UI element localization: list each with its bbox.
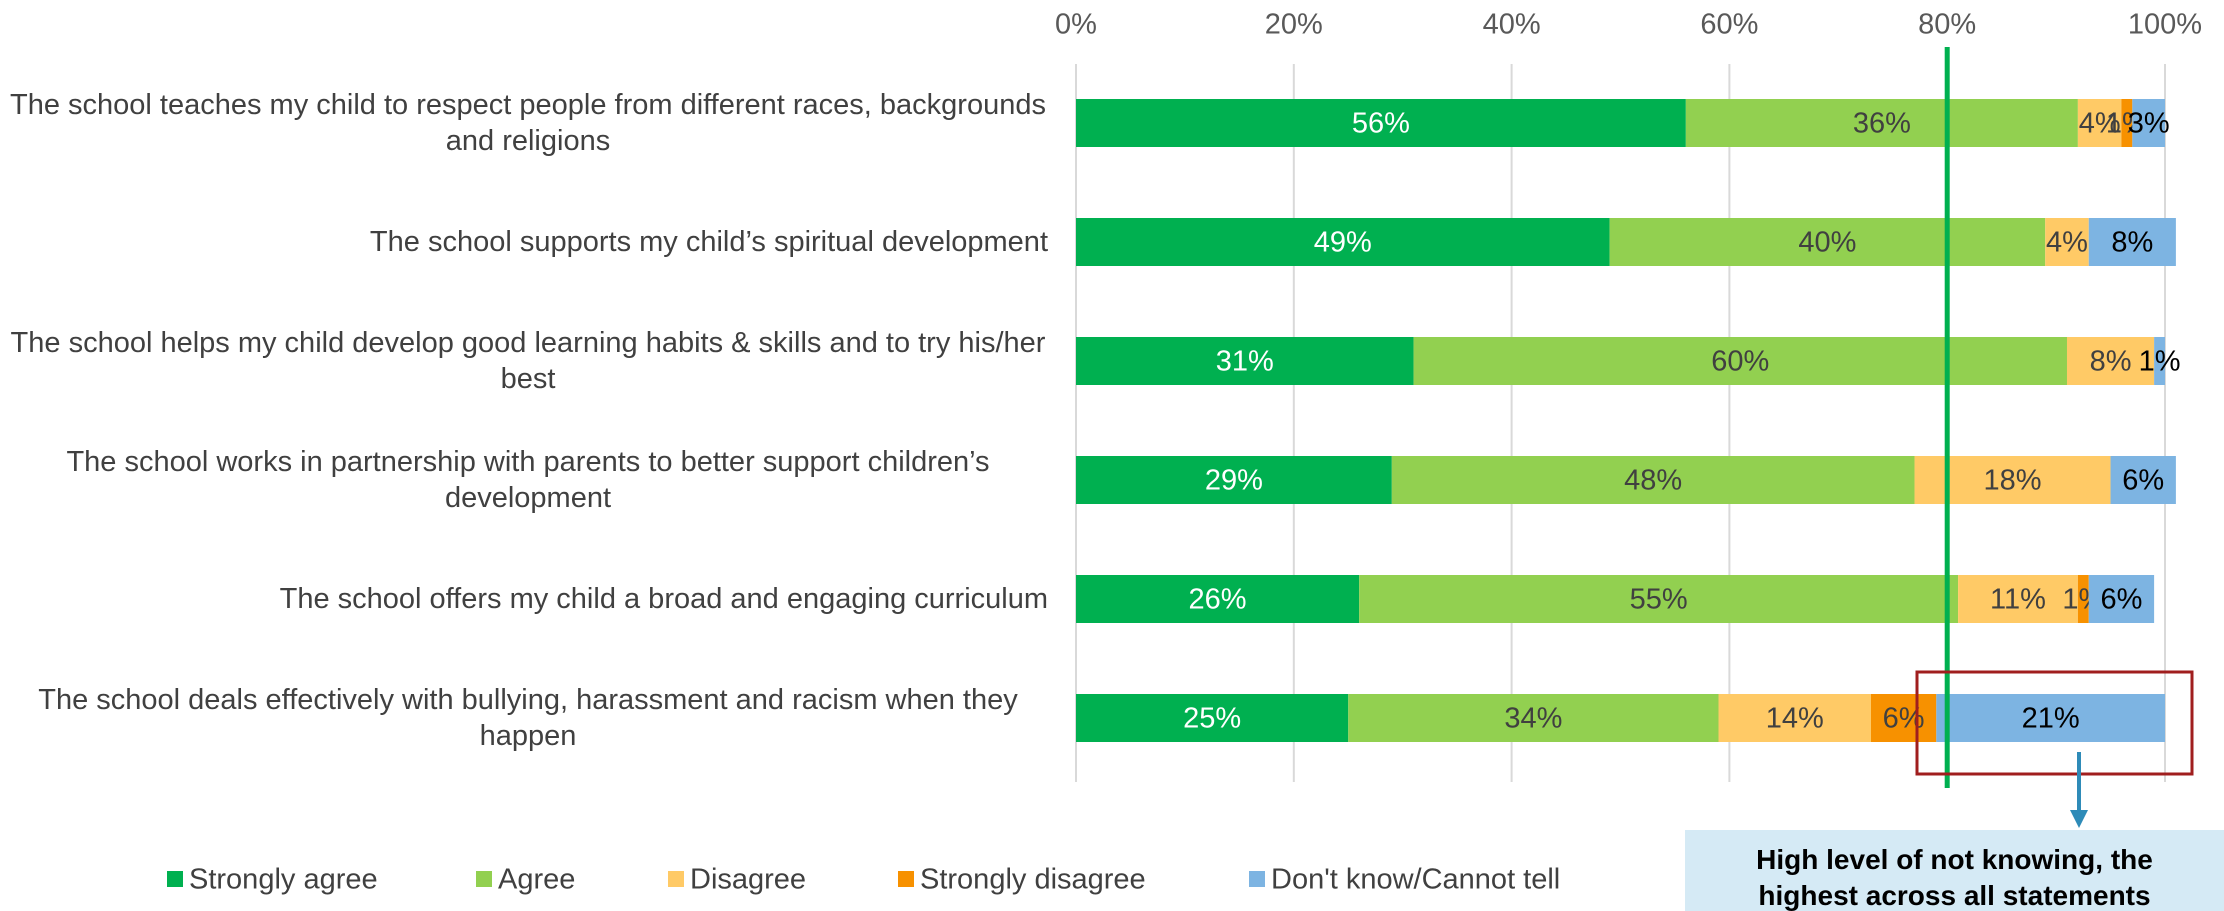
bar-segment	[1076, 337, 1414, 385]
value-label: 36%	[1853, 108, 1911, 140]
bar-segment	[1076, 218, 1610, 266]
value-label: 3%	[2128, 108, 2170, 140]
legend-swatch	[668, 871, 684, 887]
value-label: 34%	[1504, 703, 1562, 735]
value-label: 4%	[2079, 108, 2121, 140]
bar-segment	[2132, 99, 2165, 147]
x-tick-label: 100%	[2128, 9, 2202, 41]
bar-segment	[1609, 218, 2046, 266]
legend-swatch	[476, 871, 492, 887]
bar-segment	[2077, 99, 2122, 147]
bar-segment	[2154, 337, 2165, 385]
highlight-box	[1915, 670, 2194, 776]
annotation: High level of not knowing, the highest a…	[1685, 830, 2224, 911]
bar-segment	[2088, 575, 2155, 623]
value-label: 6%	[2122, 465, 2164, 497]
bar-segment	[1413, 337, 2067, 385]
legend-label: Strongly agree	[189, 864, 378, 896]
bar-segment	[1391, 456, 1915, 504]
value-label: 49%	[1314, 227, 1372, 259]
x-tick-label: 60%	[1700, 9, 1758, 41]
value-label: 25%	[1183, 703, 1241, 735]
value-label: 40%	[1798, 227, 1856, 259]
bar-segment	[1936, 694, 2165, 742]
category-label: The school teaches my child to respect p…	[8, 83, 1048, 163]
bar-segment	[1870, 694, 1937, 742]
x-tick-label: 0%	[1055, 9, 1097, 41]
bar-segment	[1076, 575, 1360, 623]
arrow-head	[2070, 810, 2088, 828]
value-label: 29%	[1205, 465, 1263, 497]
value-label: 60%	[1711, 346, 1769, 378]
bar-segment	[1359, 575, 1959, 623]
category-label: The school offers my child a broad and e…	[8, 559, 1048, 639]
bar-segment	[2066, 337, 2155, 385]
value-label: 1%	[2139, 346, 2181, 378]
bar-segment	[2110, 456, 2176, 504]
bar-segment	[2121, 99, 2133, 147]
value-label: 14%	[1766, 703, 1824, 735]
value-label: 6%	[2100, 584, 2142, 616]
category-label: The school deals effectively with bullyi…	[8, 678, 1048, 758]
x-tick-label: 80%	[1918, 9, 1976, 41]
legend-label: Disagree	[690, 864, 806, 896]
bar-segment	[2088, 218, 2176, 266]
value-label: 56%	[1352, 108, 1410, 140]
legend-swatch	[167, 871, 183, 887]
value-label: 31%	[1216, 346, 1274, 378]
value-label: 11%	[1990, 584, 2046, 616]
value-label: 55%	[1630, 584, 1688, 616]
bar-segment	[1076, 99, 1686, 147]
value-label: 18%	[1984, 465, 2042, 497]
category-label: The school works in partnership with par…	[8, 440, 1048, 520]
value-label: 21%	[2022, 703, 2080, 735]
category-text: The school teaches my child to respect p…	[10, 89, 1046, 157]
bar-segment	[1348, 694, 1719, 742]
bar-segment	[2045, 218, 2089, 266]
legend-label: Strongly disagree	[920, 864, 1146, 896]
category-text: The school supports my child’s spiritual…	[369, 226, 1048, 258]
bar-segment	[1718, 694, 1871, 742]
x-tick-label: 20%	[1265, 9, 1323, 41]
category-text: The school helps my child develop good l…	[10, 327, 1046, 395]
category-text: The school works in partnership with par…	[66, 446, 990, 514]
category-text: The school offers my child a broad and e…	[279, 583, 1048, 615]
legend-swatch	[1249, 871, 1265, 887]
category-label: The school supports my child’s spiritual…	[8, 202, 1048, 282]
bar-segment	[1958, 575, 2078, 623]
value-label: 8%	[2111, 227, 2153, 259]
x-tick-label: 40%	[1483, 9, 1541, 41]
bar-segment	[2077, 575, 2089, 623]
bar-segment	[1076, 456, 1392, 504]
legend-label: Agree	[498, 864, 575, 896]
bar-segment	[1685, 99, 2078, 147]
value-label: 4%	[2046, 227, 2088, 259]
category-label: The school helps my child develop good l…	[8, 321, 1048, 401]
category-text: The school deals effectively with bullyi…	[38, 684, 1018, 752]
bar-segment	[1076, 694, 1349, 742]
value-label: 8%	[2090, 346, 2132, 378]
legend-label: Don't know/Cannot tell	[1271, 864, 1560, 896]
value-label: 48%	[1624, 465, 1682, 497]
legend-swatch	[898, 871, 914, 887]
value-label: 26%	[1189, 584, 1247, 616]
